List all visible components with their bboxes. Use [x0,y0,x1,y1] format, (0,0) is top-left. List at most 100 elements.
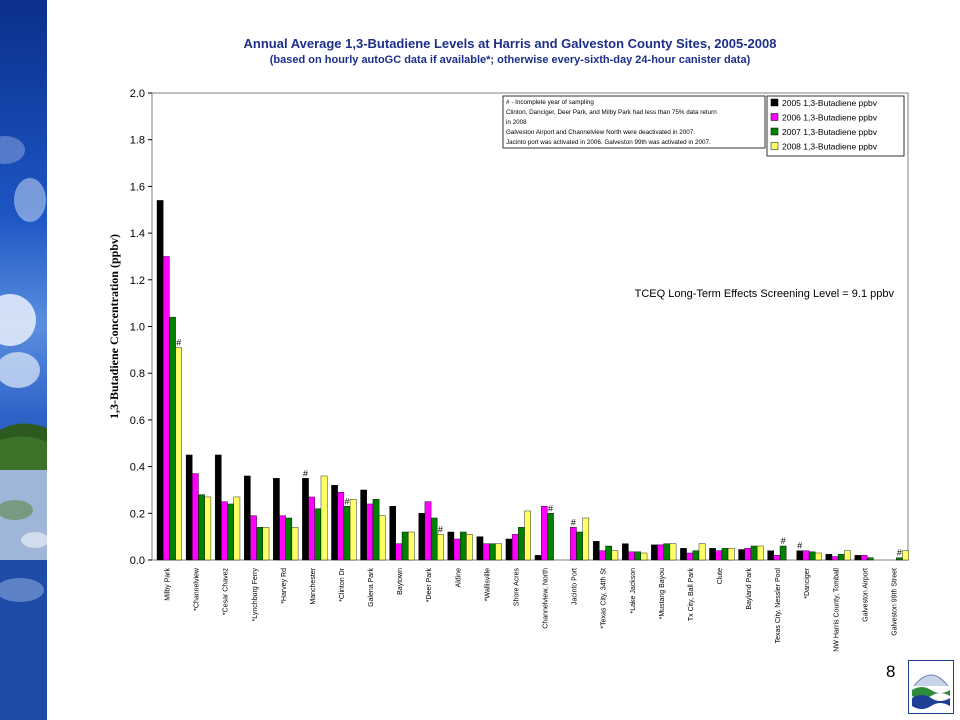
bar [669,543,677,561]
bar [482,543,490,561]
y-tick-label: 0.0 [130,555,145,567]
bar [378,515,386,561]
bar [721,548,729,561]
note-line: # - Incomplete year of sampling [506,99,594,106]
legend-box [766,95,905,157]
bar [343,506,351,561]
incomplete-marker: # [303,468,308,478]
incomplete-marker: # [548,503,553,513]
bar [692,550,700,561]
bar [698,543,706,561]
bar [372,499,380,561]
bar [802,550,810,561]
bar [279,515,286,561]
bar [715,550,723,561]
bar [185,454,193,561]
category-label: *Clinton Dr [339,567,346,602]
bar [495,543,502,561]
y-tick-label: 0.8 [130,368,145,380]
bar [204,496,212,561]
bar [244,475,251,561]
category-label: Shore Acres [513,568,520,607]
bar [808,551,816,561]
bar [547,513,554,561]
category-label: *Wallisville [484,568,491,601]
category-label: Milby Park [165,568,172,601]
legend-swatch [770,142,779,150]
bar [291,527,299,561]
bar [250,515,257,561]
bar [389,506,397,561]
category-label: *Deer Park [426,568,433,603]
category-label: *Cesar Chavez [223,568,230,616]
y-tick-label: 1.2 [130,275,145,287]
note-line: Galveston Airport and Channelview North … [506,129,695,136]
bar [395,543,403,561]
bar [349,499,357,561]
bar [331,485,338,561]
incomplete-marker: # [571,517,576,527]
bar [651,544,658,561]
bar [727,548,735,561]
bar [437,534,444,561]
tceq-logo-icon [908,660,954,714]
legend-swatch [770,98,779,107]
legend-label: 2006 1,3-Butadiene ppbv [782,113,878,123]
bar [634,551,642,561]
bar [779,545,787,561]
bar [476,536,484,561]
bar [360,489,367,561]
bar [831,556,839,561]
bar [302,478,309,561]
category-label: *Channelview [194,567,201,611]
bar [505,538,513,561]
note-line: in 2008 [506,119,527,126]
legend-label: 2005 1,3-Butadiene ppbv [782,98,878,108]
bar [640,552,648,561]
bar [750,545,758,561]
note-line: Clinton, Danciger, Deer Park, and Milby … [506,109,717,116]
y-tick-label: 1.0 [130,322,145,334]
note-line: Jacinto port was activated in 2006. Galv… [506,139,711,146]
category-label: Clute [717,568,724,584]
category-label: Galveston 99th Street [891,568,898,636]
bar [418,513,426,561]
y-tick-label: 1.8 [130,135,145,147]
legend-label: 2007 1,3-Butadiene ppbv [782,127,878,137]
chart-title: Annual Average 1,3-Butadiene Levels at H… [243,36,777,51]
bar [773,555,781,561]
bar [837,553,845,561]
category-label: NW Harris County, Tomball [833,568,840,652]
bar [524,510,531,561]
legend-swatch [770,127,779,136]
bar [447,531,455,561]
category-label: Aldine [455,568,462,588]
screening-level-annotation: TCEQ Long-Term Effects Screening Level =… [635,288,895,300]
bar [273,478,280,561]
bar [605,545,612,561]
incomplete-marker: # [897,548,902,558]
bar [680,548,687,561]
bar [576,531,583,561]
incomplete-marker: # [781,536,786,546]
bar [308,496,315,561]
category-label: *Lynchburg Ferry [252,568,259,622]
bar [262,527,270,561]
bar [902,550,909,561]
category-label: *Danciger [804,567,811,598]
bar [424,501,432,561]
bar [198,494,205,561]
bar [622,543,629,561]
bar [854,555,862,561]
bar [489,543,496,561]
bar [663,543,671,561]
bar [599,550,606,561]
category-label: Bayland Park [746,568,753,610]
bar [867,557,874,561]
bar [582,517,590,561]
y-tick-label: 1.6 [130,181,145,193]
chart-subtitle: (based on hourly autoGC data if availabl… [269,54,751,66]
bar [844,550,851,561]
bar [221,501,228,561]
